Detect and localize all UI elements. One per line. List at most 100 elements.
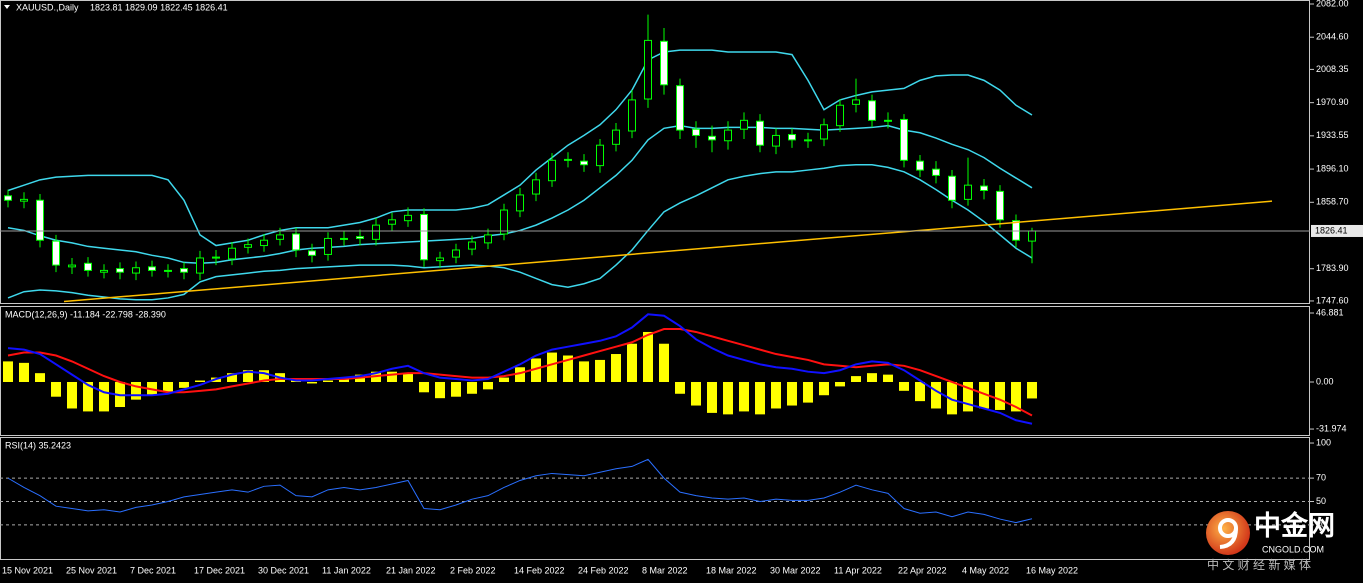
- candle-body: [52, 240, 60, 266]
- macd-histogram-bar: [755, 381, 765, 415]
- macd-histogram-bar: [227, 373, 237, 382]
- macd-histogram-bar: [483, 381, 493, 390]
- macd-histogram-bar: [1027, 381, 1037, 399]
- x-tick-label: 4 May 2022: [962, 565, 1009, 575]
- macd-histogram-bar: [579, 361, 589, 382]
- candle-body: [996, 190, 1004, 221]
- candle-body: [100, 269, 108, 273]
- x-tick-label: 15 Nov 2021: [2, 565, 53, 575]
- bollinger-lower: [7, 163, 1033, 301]
- ohlc-readout: 1823.81 1829.09 1822.45 1826.41: [90, 2, 228, 12]
- macd-histogram-bar: [739, 381, 749, 412]
- current-price-box: [1311, 224, 1363, 237]
- macd-histogram-bar: [915, 381, 925, 402]
- macd-histogram-bar: [83, 381, 93, 412]
- x-tick-label: 30 Dec 2021: [258, 565, 309, 575]
- macd-histogram-bar: [179, 381, 189, 388]
- y-tick-label: 2044.60: [1316, 32, 1349, 42]
- y-tick-label: 46.881: [1316, 307, 1344, 317]
- rsi-panel-frame: [0, 437, 1310, 560]
- candle-body: [68, 264, 76, 268]
- candle-body: [196, 257, 204, 274]
- candle-body: [260, 239, 268, 247]
- candle-body: [116, 268, 124, 273]
- macd-histogram-bar: [675, 381, 685, 394]
- y-tick-label: 30: [1316, 519, 1326, 529]
- candle-body: [980, 185, 988, 191]
- candle-body: [836, 104, 844, 127]
- macd-histogram-bar: [771, 381, 781, 409]
- candle-body: [452, 249, 460, 258]
- y-tick-label: 100: [1316, 437, 1331, 447]
- candle-body: [324, 237, 332, 255]
- macd-histogram-bar: [163, 381, 173, 393]
- candle-body: [532, 179, 540, 195]
- macd-histogram-bar: [803, 381, 813, 403]
- current-price-label: 1826.41: [1315, 225, 1348, 235]
- candle-body: [548, 159, 556, 182]
- x-tick-label: 22 Apr 2022: [898, 565, 947, 575]
- x-tick-label: 2 Feb 2022: [450, 565, 496, 575]
- y-tick-label: 1783.90: [1316, 263, 1349, 273]
- candle-body: [292, 233, 300, 251]
- x-tick-label: 24 Feb 2022: [578, 565, 629, 575]
- x-tick-label: 8 Mar 2022: [642, 565, 688, 575]
- y-tick-label: 1896.10: [1316, 163, 1349, 173]
- trendline: [63, 200, 1273, 303]
- candle-body: [484, 234, 492, 244]
- macd-histogram-bar: [835, 381, 845, 387]
- candle-body: [1012, 220, 1020, 241]
- candle-body: [500, 209, 508, 235]
- candle-body: [628, 99, 636, 132]
- macd-histogram-bar: [707, 381, 717, 413]
- x-tick-label: 17 Dec 2021: [194, 565, 245, 575]
- macd-histogram-bar: [131, 381, 141, 400]
- candle-body: [660, 40, 668, 86]
- candle-body: [948, 175, 956, 201]
- macd-line: [7, 313, 1033, 425]
- candle-body: [420, 213, 428, 261]
- candle-body: [436, 257, 444, 262]
- macd-histogram-bar: [659, 343, 669, 382]
- y-tick-label: -31.974: [1316, 423, 1347, 433]
- candle-body: [644, 39, 652, 100]
- macd-histogram-bar: [819, 381, 829, 396]
- candle-body: [340, 237, 348, 240]
- logo-circle: [1206, 511, 1250, 555]
- macd-histogram-bar: [787, 381, 797, 406]
- macd-histogram-bar: [19, 362, 29, 382]
- macd-histogram-bar: [947, 381, 957, 415]
- candle-body: [356, 236, 364, 239]
- macd-histogram-bar: [531, 358, 541, 382]
- y-tick-label: 1858.70: [1316, 197, 1349, 207]
- watermark-site: CNGOLD.COM: [1262, 544, 1324, 554]
- candle-body: [740, 119, 748, 130]
- x-tick-label: 11 Jan 2022: [322, 565, 371, 575]
- y-tick-label: 1747.60: [1316, 295, 1349, 305]
- macd-histogram-bar: [51, 381, 61, 397]
- x-tick-label: 21 Jan 2022: [386, 565, 436, 575]
- candle-body: [308, 250, 316, 256]
- macd-histogram-bar: [931, 381, 941, 409]
- macd-histogram-bar: [403, 373, 413, 382]
- macd-histogram-bar: [259, 370, 269, 382]
- candle-body: [916, 160, 924, 171]
- macd-histogram-bar: [499, 377, 509, 382]
- candle-body: [564, 158, 572, 161]
- watermark: 中金网 CNGOLD.COM 中 文 财 经 新 媒 体: [1206, 510, 1335, 572]
- candle-body: [884, 119, 892, 122]
- macd-histogram-bar: [515, 367, 525, 382]
- macd-histogram-bar: [3, 361, 13, 382]
- candle-body: [20, 198, 28, 202]
- candle-body: [724, 129, 732, 142]
- x-tick-label: 30 Mar 2022: [770, 565, 821, 575]
- macd-histogram-bar: [867, 373, 877, 382]
- macd-histogram-bar: [307, 381, 317, 384]
- macd-histogram-bar: [451, 381, 461, 397]
- macd-histogram-bar: [691, 381, 701, 406]
- candle-body: [244, 244, 252, 248]
- macd-histogram-bar: [851, 376, 861, 382]
- macd-histogram-bar: [723, 381, 733, 415]
- macd-histogram-bar: [387, 371, 397, 382]
- candle-body: [676, 85, 684, 131]
